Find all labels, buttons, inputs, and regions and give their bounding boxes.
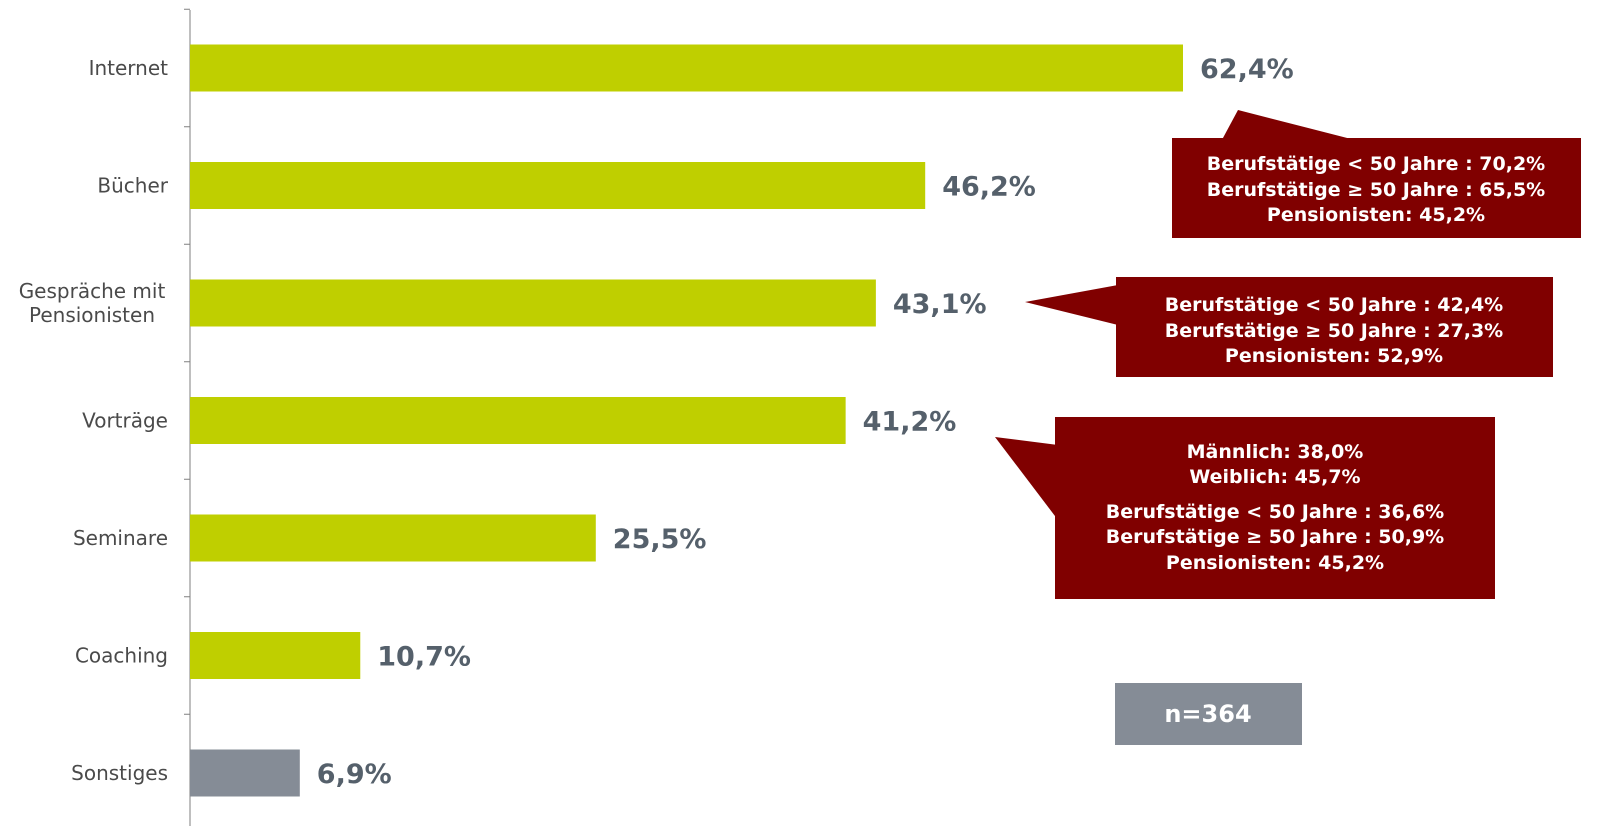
callout-gespraeche-line-2: Berufstätige ≥ 50 Jahre : 27,3% [1165,320,1503,342]
category-labels: Internet Bücher Gespräche mit Pensionisten V… [19,56,169,785]
sample-size-badge: n=364 [1115,683,1302,745]
bar-coaching [190,632,361,679]
category-label-gespr-che-mit-pensionisten: Gespräche mit Pensionisten [19,279,166,327]
value-label-gespr-che-mit-pensionisten: 43,1% [893,289,987,320]
callout-internet-box [1172,138,1581,238]
callout-vortraege-line-5: Pensionisten: 45,2% [1166,552,1384,574]
bar-b-cher [190,162,926,209]
callout-internet-line-1: Berufstätige < 50 Jahre : 70,2% [1207,153,1545,175]
value-label-vortr-ge: 41,2% [863,407,957,438]
callout-vortraege-line-3: Berufstätige < 50 Jahre : 36,6% [1106,501,1444,523]
callout-vortraege-line-2: Weiblich: 45,7% [1189,466,1360,488]
callout-internet-line-3: Pensionisten: 45,2% [1267,204,1485,226]
category-label-seminare: Seminare [73,526,168,550]
category-label-vortr-ge: Vorträge [82,409,168,433]
callout-vortraege: Männlich: 38,0% Weiblich: 45,7% Berufstä… [995,417,1495,599]
category-label-internet: Internet [89,56,169,80]
bars [190,44,1183,797]
callout-vortraege-line-1: Männlich: 38,0% [1187,441,1364,463]
bar-sonstiges [190,749,300,797]
callout-gespraeche-line-1: Berufstätige < 50 Jahre : 42,4% [1165,294,1503,316]
bar-seminare [190,514,596,562]
callout-vortraege-box [1055,417,1495,599]
callout-gespraeche: Berufstätige < 50 Jahre : 42,4% Berufstä… [1025,277,1553,377]
callout-gespraeche-line-3: Pensionisten: 52,9% [1225,345,1443,367]
value-label-coaching: 10,7% [377,642,471,673]
callout-vortraege-line-4: Berufstätige ≥ 50 Jahre : 50,9% [1106,526,1444,548]
value-label-seminare: 25,5% [613,524,707,555]
y-axis [184,8,191,826]
callout-internet: Berufstätige < 50 Jahre : 70,2% Berufstä… [1172,110,1581,238]
category-label-sonstiges: Sonstiges [71,761,168,785]
value-label-internet: 62,4% [1200,54,1294,85]
callout-vortraege-pointer [995,437,1058,520]
value-label-b-cher: 46,2% [942,172,1036,203]
sample-size-box [1115,683,1302,745]
callout-gespraeche-pointer [1025,285,1118,325]
bar-gespr-che-mit-pensionisten [190,279,876,327]
bar-internet [190,44,1183,92]
bar-vortr-ge [190,397,846,444]
category-label-b-cher: Bücher [97,174,168,198]
sample-size-text: n=364 [1164,700,1251,728]
value-label-sonstiges: 6,9% [317,759,392,790]
category-label-coaching: Coaching [75,644,168,668]
callout-internet-line-2: Berufstätige ≥ 50 Jahre : 65,5% [1207,179,1545,201]
value-labels: 62,4% 46,2% 43,1% 41,2% 25,5% 10,7% 6,9% [317,54,1294,790]
callout-gespraeche-box [1116,277,1553,377]
